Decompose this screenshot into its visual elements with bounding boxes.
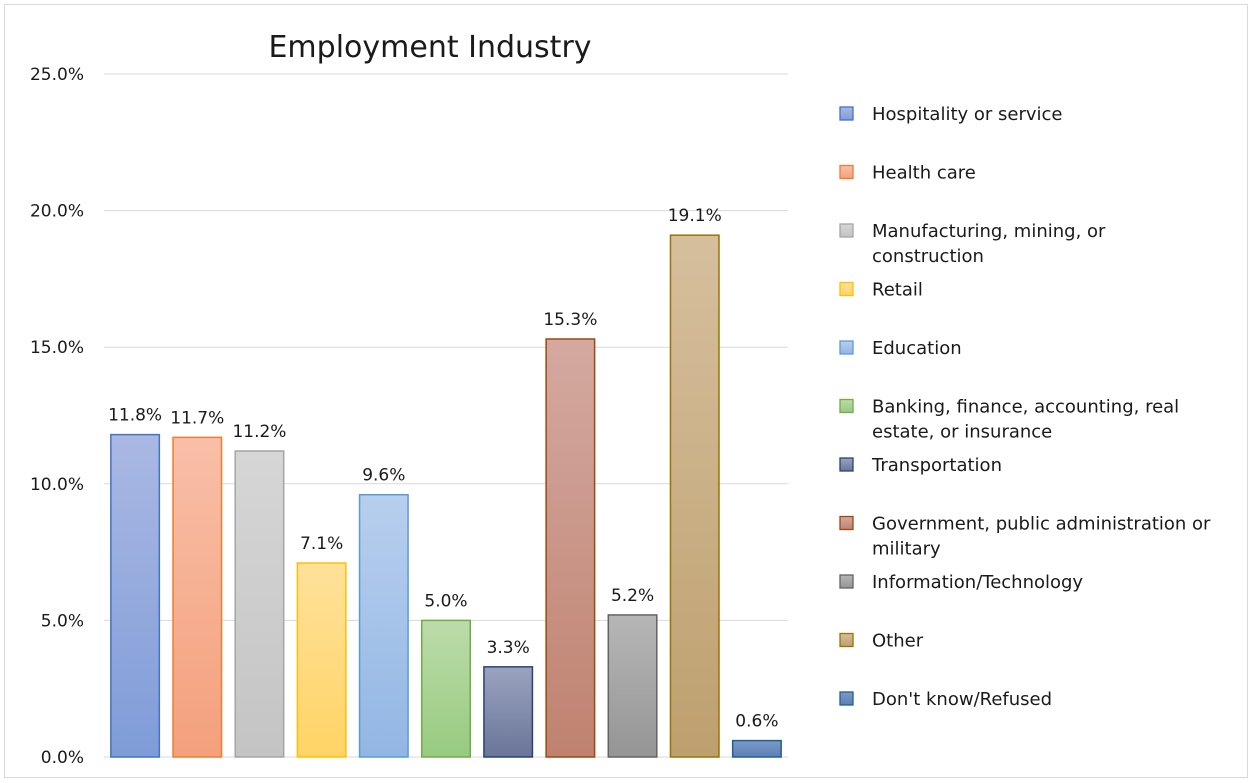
legend-entry: Education <box>839 338 962 359</box>
y-tick-label: 10.0% <box>30 475 84 495</box>
legend-entry: Hospitality or service <box>839 104 1063 125</box>
legend-swatch <box>839 281 854 297</box>
legend-entry: Transportation <box>839 455 1002 476</box>
y-tick-label: 20.0% <box>30 202 84 222</box>
legend-label: Other <box>872 631 924 652</box>
legend-swatch <box>839 223 854 238</box>
bar <box>731 739 782 758</box>
data-label: 11.8% <box>108 406 162 426</box>
legend-swatch <box>839 106 854 121</box>
bar <box>172 436 223 758</box>
legend-label: Don't know/Refused <box>872 689 1052 710</box>
bar <box>234 450 285 758</box>
legend-swatch <box>839 632 854 648</box>
legend-swatch <box>839 398 854 414</box>
bars <box>110 234 782 758</box>
data-label: 11.7% <box>170 408 224 428</box>
legend-swatch <box>839 457 854 472</box>
legend-entry: Health care <box>839 163 976 184</box>
legend-label: Education <box>872 338 962 359</box>
legend-swatch <box>839 515 854 531</box>
data-label: 9.6% <box>362 466 405 486</box>
data-label: 0.6% <box>735 712 778 732</box>
legend-entry: Information/Technology <box>839 572 1083 593</box>
legend-label: Banking, finance, accounting, real estate… <box>872 397 1179 443</box>
legend-label: Hospitality or service <box>872 104 1063 125</box>
bar <box>607 614 658 758</box>
legend-label: Information/Technology <box>872 572 1083 593</box>
bar <box>358 493 409 758</box>
bar <box>420 619 472 758</box>
legend: Hospitality or service Health care Manufac… <box>839 104 1211 710</box>
data-label: 11.2% <box>232 422 286 442</box>
legend-label: Retail <box>872 280 923 301</box>
legend-swatch <box>839 164 854 180</box>
y-tick-label: 0.0% <box>41 748 84 768</box>
legend-label: Health care <box>872 163 976 184</box>
legend-swatch <box>839 691 854 706</box>
chart-title: Employment Industry <box>268 30 592 65</box>
y-tick-label: 5.0% <box>41 611 84 631</box>
y-axis: 0.0% 5.0% 10.0% 15.0% 20.0% 25.0% <box>30 65 84 768</box>
legend-swatch <box>839 574 854 589</box>
data-labels: 11.8% 11.7% 11.2% 7.1% 9.6% 5.0% 3.3% 15.3% 5.2%… <box>108 206 778 731</box>
bar <box>545 338 596 758</box>
data-label: 5.2% <box>611 586 654 606</box>
bar <box>296 562 347 758</box>
bar <box>483 666 534 758</box>
legend-entry: Don't know/Refused <box>839 689 1052 710</box>
legend-label: Manufacturing, mining, or construction <box>872 221 1106 267</box>
y-tick-label: 25.0% <box>30 65 84 85</box>
legend-swatch <box>839 340 854 355</box>
legend-entry: Other <box>839 631 924 652</box>
data-label: 3.3% <box>487 638 530 658</box>
bar <box>110 433 161 758</box>
data-label: 7.1% <box>300 534 343 554</box>
data-label: 19.1% <box>668 206 722 226</box>
legend-label: Government, public administration or mili… <box>872 514 1211 560</box>
legend-entry: Government, public administration or mili… <box>839 514 1211 560</box>
legend-entry: Manufacturing, mining, or construction <box>839 221 1106 267</box>
legend-entry: Retail <box>839 280 923 301</box>
legend-label: Transportation <box>871 455 1002 476</box>
legend-entry: Banking, finance, accounting, real estate… <box>839 397 1179 443</box>
y-tick-label: 15.0% <box>30 338 84 358</box>
data-label: 15.3% <box>543 310 597 330</box>
bar <box>669 234 720 758</box>
data-label: 5.0% <box>424 591 467 611</box>
